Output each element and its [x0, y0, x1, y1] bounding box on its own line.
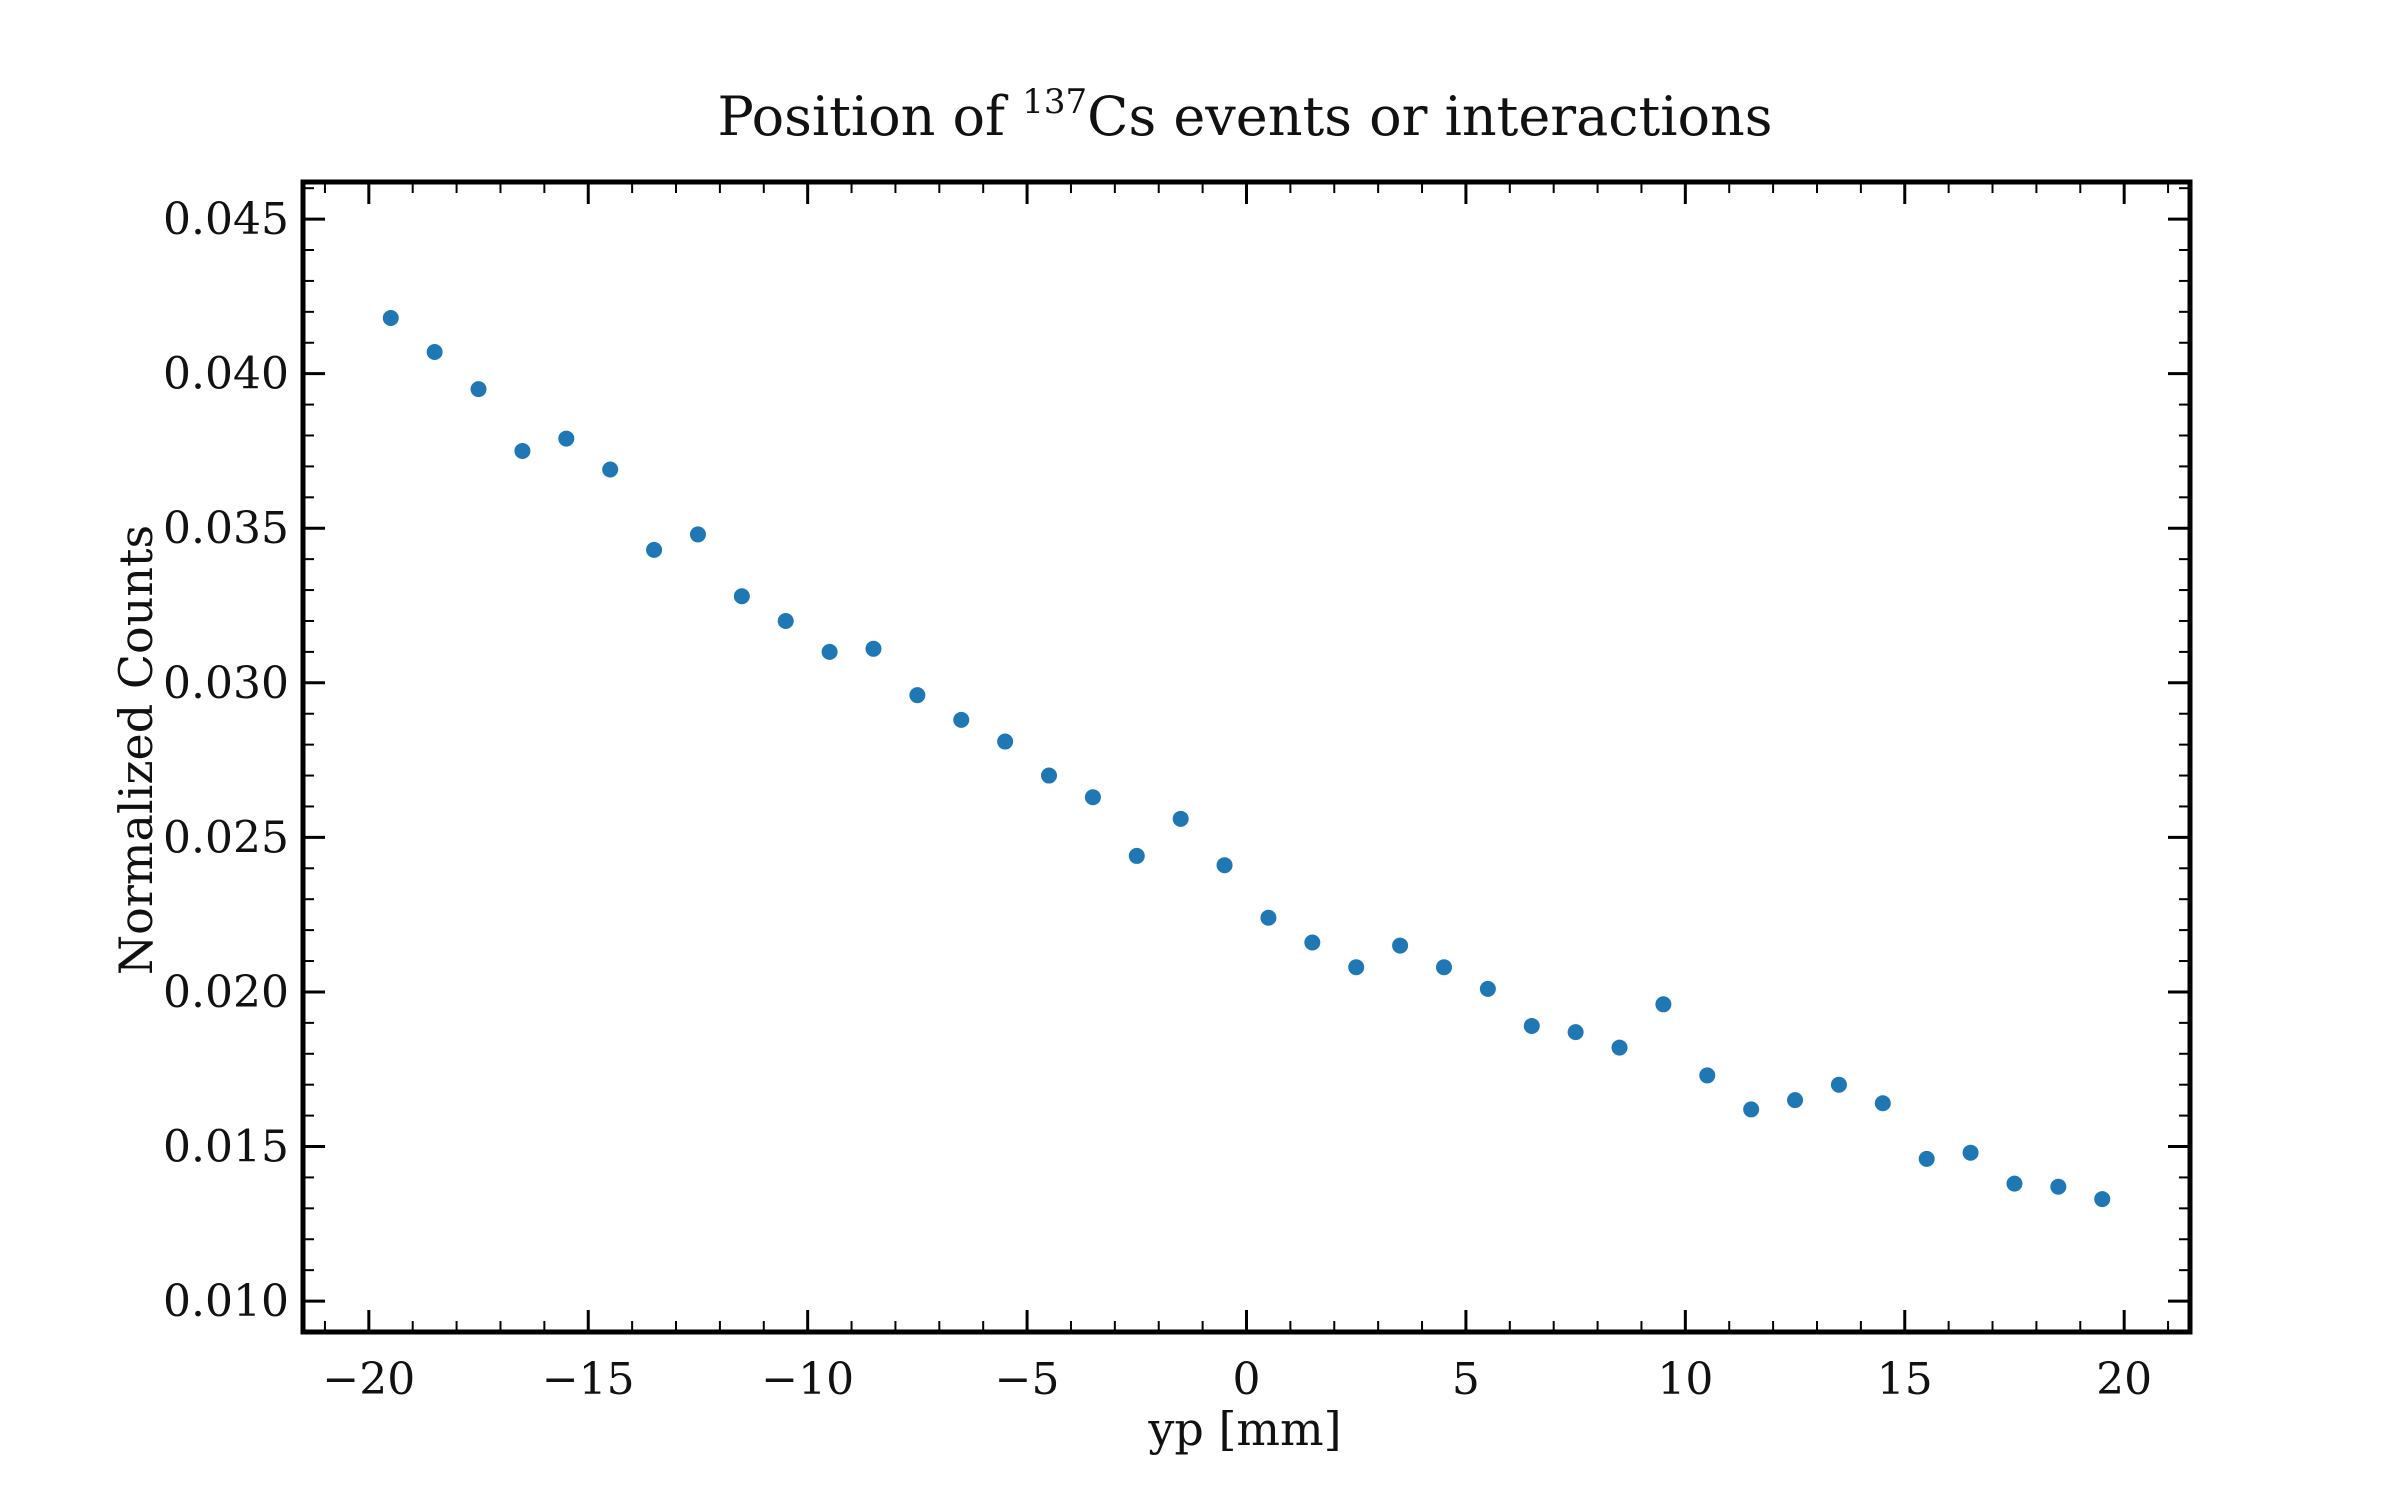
x-tick-label: 20 [2096, 1354, 2152, 1405]
y-tick-label: 0.030 [163, 658, 289, 709]
data-point [1084, 789, 1101, 806]
chart-title: Position of 137Cs events or interactions [717, 82, 1772, 148]
data-point [1655, 996, 1672, 1013]
data-point [1479, 980, 1496, 997]
x-tick-label: 0 [1233, 1354, 1261, 1405]
x-tick-label: −5 [995, 1354, 1060, 1405]
data-point [909, 687, 926, 704]
data-point [1611, 1039, 1628, 1056]
axis-ticks: −20 −15 −10 −5 0 5 10 15 20 0.010 0.015 0.020 0.025 0… [163, 182, 2190, 1405]
data-point [1128, 847, 1145, 864]
data-point [1962, 1144, 1979, 1161]
data-point [1304, 934, 1321, 951]
plot-frame [300, 179, 2193, 1335]
data-point [1348, 959, 1365, 976]
x-tick-label: −10 [761, 1354, 854, 1405]
x-axis-label: yp [mm] [1147, 1402, 1341, 1456]
data-point [1260, 909, 1277, 926]
y-axis-label: Normalized Counts [109, 525, 163, 975]
y-tick-label: 0.045 [163, 194, 289, 245]
data-point [1874, 1095, 1891, 1112]
data-point [646, 541, 663, 558]
data-point [1523, 1017, 1540, 1034]
data-points [382, 310, 2111, 1208]
y-tick-label: 0.025 [163, 812, 289, 863]
data-point [777, 612, 794, 629]
x-tick-label: 5 [1452, 1354, 1480, 1405]
x-tick-label: 15 [1877, 1354, 1933, 1405]
data-point [1918, 1150, 1935, 1167]
data-point [865, 640, 882, 657]
data-point [689, 526, 706, 543]
data-point [2006, 1175, 2023, 1192]
data-point [997, 733, 1014, 750]
data-point [382, 310, 399, 327]
x-tick-label: −15 [542, 1354, 635, 1405]
data-point [2050, 1178, 2067, 1195]
data-point [514, 442, 531, 459]
data-point [1392, 937, 1409, 954]
y-tick-label: 0.010 [163, 1276, 289, 1327]
data-point [1435, 959, 1452, 976]
y-tick-label: 0.040 [163, 349, 289, 400]
data-point [1743, 1101, 1760, 1118]
data-point [558, 430, 575, 447]
data-point [2094, 1191, 2111, 1208]
x-tick-label: 10 [1657, 1354, 1713, 1405]
chart-title-superscript: 137 [1022, 82, 1087, 122]
data-point [1787, 1092, 1804, 1109]
y-tick-label: 0.020 [163, 967, 289, 1018]
chart-title-prefix: Position of [717, 85, 1022, 148]
data-point [1830, 1076, 1847, 1093]
data-point [602, 461, 619, 478]
data-point [1041, 767, 1058, 784]
y-tick-label: 0.035 [163, 503, 289, 554]
x-tick-label: −20 [322, 1354, 415, 1405]
data-point [1172, 810, 1189, 827]
data-point [953, 711, 970, 728]
data-point [1216, 857, 1233, 874]
data-point [426, 344, 443, 361]
chart-title-suffix: Cs events or interactions [1087, 85, 1772, 148]
data-point [1567, 1024, 1584, 1041]
data-point [470, 381, 487, 398]
y-tick-label: 0.015 [163, 1122, 289, 1173]
data-point [733, 588, 750, 605]
data-point [1699, 1067, 1716, 1084]
data-point [821, 643, 838, 660]
